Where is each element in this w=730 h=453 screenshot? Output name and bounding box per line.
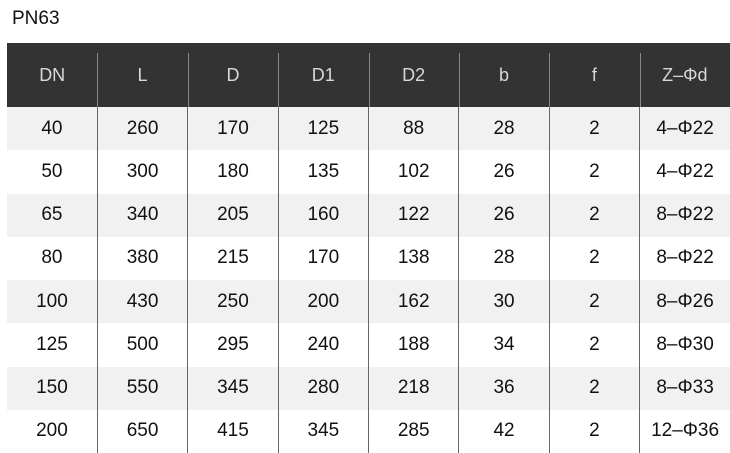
table-cell: 250 <box>187 280 279 324</box>
column-header: L <box>97 43 188 107</box>
table-cell: 125 <box>277 107 369 151</box>
table-cell: 162 <box>367 280 459 324</box>
table-cell: 160 <box>277 193 369 237</box>
table-row: 125 500 295 240 188 34 2 8–Φ30 <box>7 323 730 367</box>
table-cell: 135 <box>277 150 369 194</box>
table-cell: 12–Φ36 <box>639 409 730 453</box>
table-cell: 2 <box>548 236 640 280</box>
table-row: 40 260 170 125 88 28 2 4–Φ22 <box>7 107 730 151</box>
table-cell: 2 <box>548 107 640 151</box>
table-cell: 295 <box>187 323 279 367</box>
table-cell: 200 <box>277 280 369 324</box>
table-cell: 8–Φ22 <box>639 236 730 280</box>
table-cell: 8–Φ26 <box>639 280 730 324</box>
table-cell: 340 <box>96 193 188 237</box>
table-cell: 40 <box>7 107 98 151</box>
table-cell: 122 <box>367 193 459 237</box>
table-cell: 4–Φ22 <box>639 150 730 194</box>
table-cell: 170 <box>187 107 279 151</box>
table-cell: 2 <box>548 323 640 367</box>
table-cell: 300 <box>96 150 188 194</box>
table-cell: 8–Φ33 <box>639 366 730 410</box>
table-cell: 2 <box>548 150 640 194</box>
table-cell: 26 <box>458 150 550 194</box>
table-cell: 80 <box>7 236 98 280</box>
column-header: D <box>187 43 279 107</box>
table-cell: 240 <box>277 323 369 367</box>
table-row: 200 650 415 345 285 42 2 12–Φ36 <box>7 409 730 453</box>
table-cell: 345 <box>187 366 279 410</box>
column-header: Z–Φd <box>639 43 730 107</box>
table-cell: 280 <box>277 366 369 410</box>
table-cell: 36 <box>458 366 550 410</box>
table-cell: 2 <box>548 193 640 237</box>
column-header: b <box>458 43 550 107</box>
table-cell: 430 <box>96 280 188 324</box>
column-header: D2 <box>368 43 459 107</box>
table-title: PN63 <box>12 8 60 29</box>
table-cell: 30 <box>458 280 550 324</box>
table-row: 80 380 215 170 138 28 2 8–Φ22 <box>7 236 730 280</box>
table-cell: 42 <box>458 409 550 453</box>
table-cell: 28 <box>458 236 550 280</box>
table-cell: 200 <box>7 409 98 453</box>
table-cell: 2 <box>548 280 640 324</box>
table-cell: 65 <box>7 193 98 237</box>
table-row: 150 550 345 280 218 36 2 8–Φ33 <box>7 366 730 410</box>
table-cell: 8–Φ30 <box>639 323 730 367</box>
table-cell: 345 <box>277 409 369 453</box>
table-row: 65 340 205 160 122 26 2 8–Φ22 <box>7 193 730 237</box>
table-cell: 550 <box>96 366 188 410</box>
table-row: 50 300 180 135 102 26 2 4–Φ22 <box>7 150 730 194</box>
table-cell: 88 <box>367 107 459 151</box>
pn63-dimension-table: DN L D D1 D2 b f Z–Φd 40 260 170 125 88 28 2 4–Φ22 50 30… <box>7 43 730 453</box>
table-cell: 2 <box>548 366 640 410</box>
column-header: D1 <box>278 43 369 107</box>
column-header: f <box>549 43 640 107</box>
table-cell: 4–Φ22 <box>639 107 730 151</box>
table-cell: 50 <box>7 150 98 194</box>
table-cell: 650 <box>96 409 188 453</box>
table-cell: 215 <box>187 236 279 280</box>
column-header: DN <box>7 43 98 107</box>
table-cell: 28 <box>458 107 550 151</box>
table-cell: 8–Φ22 <box>639 193 730 237</box>
table-cell: 150 <box>7 366 98 410</box>
table-cell: 2 <box>548 409 640 453</box>
table-cell: 180 <box>187 150 279 194</box>
table-cell: 138 <box>367 236 459 280</box>
table-cell: 500 <box>96 323 188 367</box>
table-cell: 205 <box>187 193 279 237</box>
table-cell: 218 <box>367 366 459 410</box>
table-cell: 102 <box>367 150 459 194</box>
table-cell: 125 <box>7 323 98 367</box>
table-cell: 380 <box>96 236 188 280</box>
table-cell: 34 <box>458 323 550 367</box>
table-cell: 100 <box>7 280 98 324</box>
table-cell: 26 <box>458 193 550 237</box>
table-cell: 285 <box>367 409 459 453</box>
table-cell: 415 <box>187 409 279 453</box>
table-row: 100 430 250 200 162 30 2 8–Φ26 <box>7 280 730 324</box>
header-row: DN L D D1 D2 b f Z–Φd <box>7 43 730 107</box>
table-cell: 188 <box>367 323 459 367</box>
table-cell: 260 <box>96 107 188 151</box>
table-cell: 170 <box>277 236 369 280</box>
